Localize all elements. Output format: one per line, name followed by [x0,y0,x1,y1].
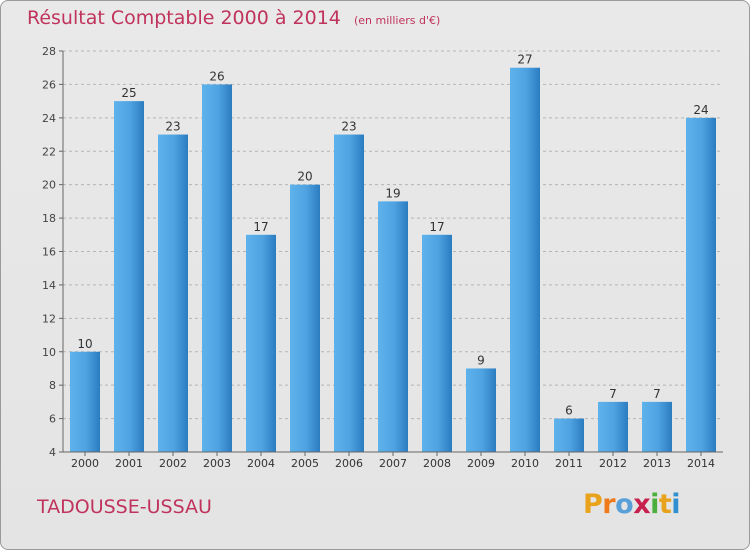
bar-2004 [246,234,276,452]
bar-2000 [70,351,100,452]
value-label: 23 [165,120,180,134]
y-tick-label: 18 [42,212,56,225]
value-label: 23 [341,120,356,134]
value-label: 27 [517,53,532,67]
x-tick-label: 2004 [247,457,275,470]
labels: 4 6 8 10 12 14 16 18 20 22 24 26 28 10 2000 25 2001 23 200… [42,45,715,470]
bar-2001 [114,101,144,452]
logo-letter: t [658,489,672,520]
bar-2006 [334,134,364,452]
bar-2003 [202,84,232,453]
value-label: 25 [121,86,136,100]
y-tick-label: 24 [42,112,56,125]
value-label: 9 [477,353,485,367]
x-tick-label: 2008 [423,457,451,470]
x-tick-label: 2013 [643,457,671,470]
logo-letter: r [602,489,616,520]
value-label: 17 [253,220,268,234]
x-tick-label: 2002 [159,457,187,470]
bar-2013 [642,401,672,452]
y-tick-label: 12 [42,312,56,325]
bar-2008 [422,234,452,452]
logo-letter: P [583,489,603,520]
value-label: 10 [77,337,92,351]
y-tick-label: 10 [42,346,56,359]
value-label: 19 [385,186,400,200]
x-tick-label: 2007 [379,457,407,470]
logo-letter: i [671,489,681,520]
bar-2005 [290,184,320,452]
proxiti-logo[interactable]: Proxiti [583,489,681,520]
axes [59,50,723,456]
bar-2011 [554,418,584,452]
y-tick-label: 6 [49,413,56,426]
y-tick-label: 28 [42,45,56,58]
x-tick-label: 2014 [687,457,715,470]
y-tick-label: 14 [42,279,56,292]
bar-2009 [466,368,496,452]
y-tick-label: 8 [49,379,56,392]
bar-2002 [158,134,188,452]
bars [70,67,716,453]
x-tick-label: 2000 [71,457,99,470]
x-tick-label: 2006 [335,457,363,470]
x-tick-label: 2011 [555,457,583,470]
bar-2012 [598,401,628,452]
value-label: 26 [209,69,224,83]
x-tick-label: 2005 [291,457,319,470]
y-tick-label: 16 [42,246,56,259]
x-tick-label: 2009 [467,457,495,470]
x-tick-label: 2010 [511,457,539,470]
value-label: 6 [565,404,573,418]
logo-letter: x [633,489,651,520]
x-tick-label: 2001 [115,457,143,470]
bar-2010 [510,67,540,452]
chart-title-row: Résultat Comptable 2000 à 2014 (en milli… [27,7,440,29]
chart-title: Résultat Comptable 2000 à 2014 [27,7,341,29]
chart-unit: (en milliers d'€) [353,14,441,27]
location-label: TADOUSSE-USSAU [37,496,212,518]
y-tick-label: 20 [42,179,56,192]
x-tick-label: 2003 [203,457,231,470]
bar-2007 [378,201,408,452]
value-label: 20 [297,170,312,184]
logo-letter: i [650,489,659,520]
x-tick-label: 2012 [599,457,627,470]
y-tick-label: 4 [49,446,56,459]
value-label: 7 [609,387,617,401]
y-tick-label: 26 [42,78,56,91]
y-tick-label: 22 [42,145,56,158]
value-label: 7 [653,387,661,401]
bar-2014 [686,117,716,452]
logo-letter: o [615,489,634,520]
value-label: 17 [429,220,444,234]
value-label: 24 [693,103,708,117]
